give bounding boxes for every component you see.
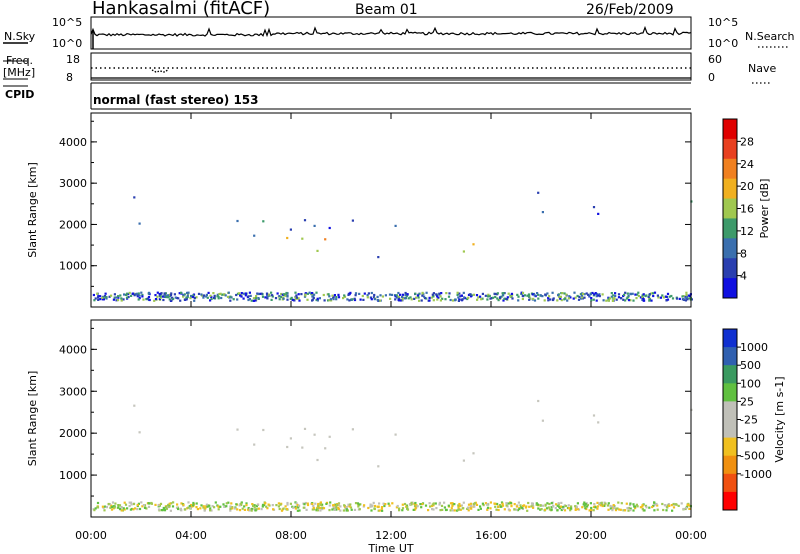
y-tick-label: 2000	[59, 218, 87, 231]
nsky-label: N.Sky	[4, 30, 36, 43]
velocity-colorbar-label: -500	[740, 450, 765, 463]
velocity-colorbar-swatch	[723, 347, 737, 366]
power-colorbar-label: 24	[740, 158, 754, 171]
velocity-colorbar-swatch	[723, 401, 737, 420]
freq-tick-high: 18	[66, 53, 80, 66]
power-colorbar-swatch	[723, 119, 737, 140]
y-tick-label: 4000	[59, 136, 87, 149]
nsearch-tick-high: 10^5	[708, 16, 739, 29]
y-tick-label: 1000	[59, 260, 87, 273]
power-colorbar-swatch	[723, 238, 737, 259]
nsky-trace	[90, 25, 692, 38]
nave-tick-high: 60	[708, 53, 722, 66]
x-tick-label: 00:00	[75, 529, 107, 542]
velocity-colorbar-swatch	[723, 455, 737, 475]
x-tick-label: 08:00	[275, 529, 307, 542]
velocity-colorbar-label: 100	[740, 377, 761, 390]
power-colorbar-swatch	[723, 138, 737, 160]
power-colorbar-label: 8	[740, 247, 747, 260]
power-colorbar-label: 16	[740, 203, 754, 216]
power-colorbar-swatch	[723, 258, 737, 279]
power-colorbar-swatch	[723, 158, 737, 180]
y-tick-label: 2000	[59, 427, 87, 440]
freq-unit-label: [MHz]	[3, 66, 36, 79]
x-tick-label: 20:00	[575, 529, 607, 542]
y-tick-label: 3000	[59, 177, 87, 190]
nave-tick-low: 0	[708, 71, 715, 84]
velocity-colorbar-label: 25	[740, 395, 754, 408]
power-colorbar-swatch	[723, 198, 737, 219]
power-colorbar-swatch	[723, 218, 737, 239]
nsky-tick-high: 10^5	[52, 16, 83, 29]
velocity-colorbar-label: 1000	[740, 341, 768, 354]
power-colorbar-swatch	[723, 278, 737, 299]
nsearch-tick-low: 10^0	[708, 37, 739, 50]
y-tick-label: 1000	[59, 469, 87, 482]
x-tick-label: 16:00	[475, 529, 507, 542]
power-colorbar-swatch	[723, 178, 737, 200]
date-label: 26/Feb/2009	[586, 2, 674, 18]
velocity-colorbar-swatch	[723, 491, 737, 511]
velocity-colorbar-swatch	[723, 437, 737, 457]
power-echo-cells	[92, 191, 693, 302]
power-colorbar-label: 12	[740, 225, 754, 238]
x-tick-label: 12:00	[375, 529, 407, 542]
velocity-colorbar-label: -25	[740, 414, 758, 427]
power-colorbar-label: 4	[740, 270, 747, 283]
velocity-colorbar-label: -1000	[740, 468, 772, 481]
nsearch-label: N.Search	[745, 30, 795, 43]
power-colorbar-title: Power [dB]	[758, 179, 771, 239]
velocity-colorbar-title: Velocity [m s-1]	[773, 376, 786, 462]
beam-label: Beam 01	[355, 2, 418, 18]
velocity-colorbar-label: -100	[740, 432, 765, 445]
freq-tick-low: 8	[66, 71, 73, 84]
velocity-echo-cells	[92, 399, 693, 512]
freq-label: Freq.	[6, 54, 34, 67]
nave-dip	[151, 69, 169, 73]
y-axis-label: Slant Range [km]	[26, 162, 39, 258]
velocity-colorbar-label: 500	[740, 359, 761, 372]
freq-strip	[90, 52, 692, 81]
x-axis-label: Time UT	[367, 542, 413, 554]
y-tick-label: 3000	[59, 385, 87, 398]
velocity-colorbar-swatch	[723, 473, 737, 493]
nsky-tick-low: 10^0	[52, 37, 83, 50]
x-tick-label: 04:00	[175, 529, 207, 542]
x-tick-label: 00:00	[675, 529, 707, 542]
velocity-colorbar-swatch	[723, 383, 737, 402]
y-axis-label: Slant Range [km]	[26, 371, 39, 467]
nave-label: Nave	[748, 62, 777, 75]
cpid-label: CPID	[5, 88, 35, 101]
velocity-colorbar-swatch	[723, 419, 737, 439]
velocity-colorbar-swatch	[723, 365, 737, 384]
site-title: Hankasalmi (fitACF)	[92, 0, 271, 19]
velocity-colorbar-swatch	[723, 329, 737, 348]
velocity-panel-frame	[90, 319, 692, 518]
power-colorbar-label: 28	[740, 135, 754, 148]
power-panel-frame	[90, 112, 692, 308]
power-colorbar-label: 20	[740, 180, 754, 193]
cpid-text: normal (fast stereo) 153	[93, 93, 259, 107]
y-tick-label: 4000	[59, 343, 87, 356]
